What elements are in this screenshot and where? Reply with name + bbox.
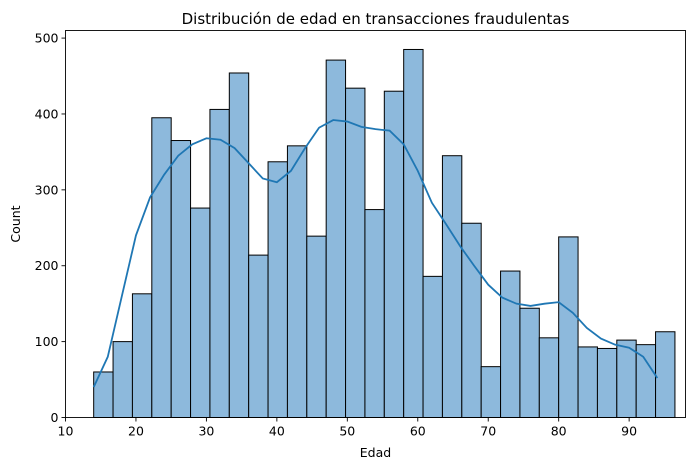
histogram-bar-3 [151, 117, 172, 418]
kde-line [92, 119, 659, 388]
histogram-bar-11 [306, 235, 327, 418]
x-axis-label: Edad [360, 445, 391, 460]
plot-frame [65, 30, 686, 418]
histogram-bar-22 [519, 307, 540, 419]
x-tick-label-70: 70 [480, 424, 496, 439]
histogram-bar-27 [616, 339, 637, 419]
y-tick-label-500: 500 [35, 31, 59, 46]
x-ticks-group: 10 20 30 40 50 60 70 80 90 [58, 417, 637, 439]
bars-group [93, 48, 676, 419]
histogram-bar-18 [441, 155, 463, 419]
x-tick-label-10: 10 [58, 424, 74, 439]
histogram-bar-1 [112, 341, 133, 418]
histogram-bar-17 [422, 275, 443, 418]
histogram-bar-29 [655, 331, 676, 418]
histogram-bar-23 [538, 337, 560, 419]
histogram-bar-21 [500, 270, 521, 418]
histogram-bar-15 [383, 90, 405, 419]
histogram-bar-8 [248, 254, 269, 418]
y-ticks-group: 0 100 200 300 400 500 [35, 31, 66, 425]
y-tick-label-0: 0 [51, 410, 59, 425]
histogram-bar-26 [596, 347, 618, 419]
x-tick-label-20: 20 [128, 424, 144, 439]
y-axis-label: Count [8, 205, 23, 242]
histogram-bar-10 [286, 145, 308, 418]
x-tick-label-60: 60 [410, 424, 426, 439]
chart-title: Distribución de edad en transacciones fr… [182, 10, 570, 28]
x-tick-label-90: 90 [621, 424, 637, 439]
histogram-bar-9 [267, 161, 288, 418]
x-tick-label-50: 50 [339, 424, 355, 439]
histogram-bar-2 [131, 293, 153, 418]
histogram-bar-28 [635, 344, 657, 418]
histogram-bar-7 [228, 72, 250, 419]
histogram-bar-12 [325, 59, 347, 419]
y-tick-label-200: 200 [35, 258, 59, 273]
x-tick-label-40: 40 [269, 424, 285, 439]
histogram-bar-24 [558, 236, 579, 418]
histogram-bar-4 [170, 140, 192, 418]
y-tick-label-400: 400 [35, 106, 59, 121]
histogram-bar-14 [364, 209, 385, 418]
histogram-bar-5 [190, 207, 211, 418]
x-tick-label-30: 30 [198, 424, 214, 439]
x-tick-label-80: 80 [551, 424, 567, 439]
histogram-bar-20 [480, 366, 502, 419]
histogram-bar-6 [209, 108, 230, 418]
histogram-bar-25 [577, 346, 598, 418]
histogram-bar-16 [403, 48, 424, 418]
y-tick-label-300: 300 [35, 182, 59, 197]
histogram-bar-13 [345, 87, 366, 418]
y-tick-label-100: 100 [35, 334, 59, 349]
